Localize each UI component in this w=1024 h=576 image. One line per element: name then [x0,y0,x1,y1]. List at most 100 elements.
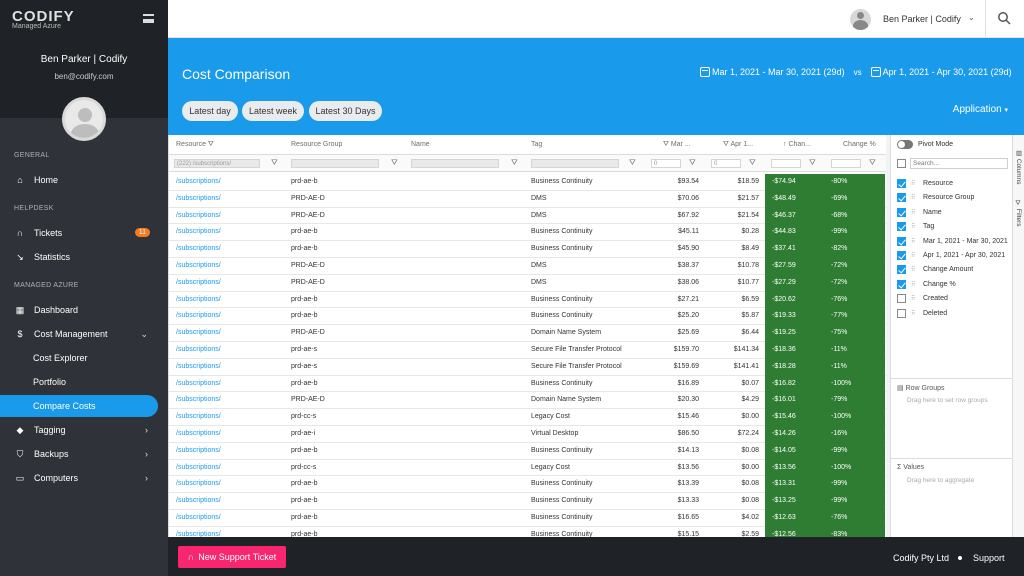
column-checkbox[interactable] [897,236,906,246]
col-header-resource[interactable]: Resource ⛛ [176,141,214,148]
drag-handle-icon[interactable]: ⠿ [911,195,916,202]
drag-handle-icon[interactable]: ⠿ [911,253,916,259]
col-header-resource-group[interactable]: Resource Group [291,141,343,148]
date-range-1[interactable]: Mar 1, 2021 - Mar 30, 2021 (29d) [712,67,845,77]
sidebar-item-cost-explorer[interactable]: Cost Explorer [0,347,158,369]
resource-cell[interactable]: /subscriptions/ [176,228,221,236]
sidebar-item-dashboard[interactable]: ▦ Dashboard [0,299,158,321]
values-dropzone[interactable]: Drag here to aggregate [907,477,975,484]
drag-handle-icon[interactable]: ⠿ [911,224,916,231]
sidebar-item-cost-management[interactable]: $ Cost Management ⌄ [0,323,158,345]
table-row[interactable]: /subscriptions/prd-ae-i Virtual Desktop $8… [169,425,886,443]
name-filter[interactable] [411,159,499,168]
sidebar-item-portfolio[interactable]: Portfolio [0,371,158,393]
table-row[interactable]: /subscriptions/prd-ae-b Business Continui… [169,241,886,258]
filter-icon[interactable]: ⛛ [689,158,696,167]
sidebar-item-computers[interactable]: ▭ Computers › [0,467,158,489]
table-row[interactable]: /subscriptions/prd-ae-b Business Continui… [169,526,886,537]
avatar[interactable] [850,9,871,30]
support-link[interactable]: Support [973,553,1005,563]
chevron-down-icon[interactable]: ⌄ [968,13,975,22]
apr-filter[interactable]: 0 [711,159,741,168]
col-header-apr[interactable]: ⛛ Apr 1... [723,141,754,148]
col-header-name[interactable]: Name [411,141,430,148]
sidebar-item-tagging[interactable]: ◆ Tagging › [0,419,158,441]
avatar[interactable] [62,97,106,141]
mar-filter[interactable]: 0 [651,159,681,168]
drag-handle-icon[interactable]: ⠿ [911,296,916,303]
tab-filters[interactable]: ⛛ Filters [1015,201,1022,227]
filter-icon[interactable]: ⛛ [629,158,636,167]
user-menu[interactable]: Ben Parker | Codify [883,14,961,24]
codify-logo[interactable]: CODIFY [12,8,75,25]
latest-30-days-button[interactable]: Latest 30 Days [309,101,382,121]
table-row[interactable]: /subscriptions/prd-ae-b Business Continui… [169,291,886,309]
pivot-mode-toggle[interactable] [897,140,913,149]
table-row[interactable]: /subscriptions/prd-ae-b Business Continui… [169,308,886,326]
table-row[interactable]: /subscriptions/PRD-AE-D DMS $38.37 $10.78 -$… [169,257,886,275]
table-row[interactable]: /subscriptions/prd-ae-b Business Continui… [169,442,886,460]
resource-cell[interactable]: /subscriptions/ [176,463,221,471]
resource-cell[interactable]: /subscriptions/ [176,396,221,404]
table-row[interactable]: /subscriptions/PRD-AE-D Domain Name Syste… [169,325,886,342]
resource-cell[interactable]: /subscriptions/ [176,530,221,537]
resource-cell[interactable]: /subscriptions/ [176,211,221,219]
col-header-change-pct[interactable]: Change % [843,141,876,148]
filter-icon[interactable]: ⛛ [511,158,518,167]
resource-group-filter[interactable] [291,159,379,168]
drag-handle-icon[interactable]: ⠿ [911,209,916,216]
filter-icon[interactable]: ⛛ [869,158,876,167]
resource-cell[interactable]: /subscriptions/ [176,345,221,353]
filter-icon[interactable]: ⛛ [749,158,756,167]
table-row[interactable]: /subscriptions/PRD-AE-D DMS $67.92 $21.54 -$… [169,207,886,225]
drag-handle-icon[interactable]: ⠿ [911,267,916,274]
resource-cell[interactable]: /subscriptions/ [176,261,221,269]
resource-cell[interactable]: /subscriptions/ [176,429,221,437]
table-row[interactable]: /subscriptions/prd-cc-s Legacy Cost $13.56… [169,459,886,477]
menu-icon[interactable] [143,14,154,23]
resource-cell[interactable]: /subscriptions/ [176,245,221,253]
resource-cell[interactable]: /subscriptions/ [176,295,221,303]
table-row[interactable]: /subscriptions/prd-ae-s Secure File Trans… [169,341,886,359]
search-icon[interactable] [997,11,1011,25]
table-row[interactable]: /subscriptions/prd-ae-b Business Continui… [169,509,886,527]
sidebar-item-tickets[interactable]: ∩ Tickets 11 [0,222,158,244]
resource-cell[interactable]: /subscriptions/ [176,497,221,505]
latest-week-button[interactable]: Latest week [242,101,304,121]
resource-cell[interactable]: /subscriptions/ [176,446,221,454]
resource-cell[interactable]: /subscriptions/ [176,480,221,488]
table-row[interactable]: /subscriptions/prd-ae-b Business Continui… [169,174,886,191]
col-header-mar[interactable]: ⛛ Mar ... [663,141,691,148]
table-row[interactable]: /subscriptions/prd-ae-b Business Continui… [169,224,886,242]
col-header-change[interactable]: ↑ Chan... [783,141,812,148]
column-checkbox[interactable] [897,308,906,318]
change-pct-filter[interactable] [831,159,861,168]
filter-icon[interactable]: ⛛ [809,158,816,167]
resource-cell[interactable]: /subscriptions/ [176,278,221,286]
table-row[interactable]: /subscriptions/PRD-AE-D DMS $70.06 $21.57 -$… [169,190,886,208]
filter-icon[interactable]: ⛛ [391,158,398,167]
column-checkbox[interactable] [897,265,906,275]
columns-search-input[interactable]: Search... [910,158,1008,169]
resource-cell[interactable]: /subscriptions/ [176,329,221,337]
column-checkbox[interactable] [897,251,906,260]
row-groups-dropzone[interactable]: Drag here to set row groups [907,397,988,404]
calendar-icon[interactable] [700,67,710,77]
application-dropdown[interactable]: Application ▾ [953,104,1008,115]
column-checkbox[interactable] [897,207,906,217]
table-row[interactable]: /subscriptions/prd-ae-s Secure File Trans… [169,358,886,376]
resource-cell[interactable]: /subscriptions/ [176,362,221,370]
sidebar-item-backups[interactable]: ⛉ Backups › [0,443,158,465]
column-checkbox[interactable] [897,179,906,188]
column-checkbox[interactable] [897,193,906,203]
tab-columns[interactable]: ▥ Columns [1015,149,1022,185]
date-range-2[interactable]: Apr 1, 2021 - Apr 30, 2021 (29d) [882,67,1012,77]
sidebar-item-compare-costs[interactable]: Compare Costs [0,395,158,417]
table-row[interactable]: /subscriptions/PRD-AE-D Domain Name Syste… [169,392,886,410]
column-checkbox[interactable] [897,222,906,232]
resource-cell[interactable]: /subscriptions/ [176,312,221,320]
drag-handle-icon[interactable]: ⠿ [911,281,916,288]
new-support-ticket-button[interactable]: ∩ New Support Ticket [178,546,286,568]
drag-handle-icon[interactable]: ⠿ [911,238,916,245]
table-row[interactable]: /subscriptions/prd-ae-b Business Continui… [169,476,886,494]
